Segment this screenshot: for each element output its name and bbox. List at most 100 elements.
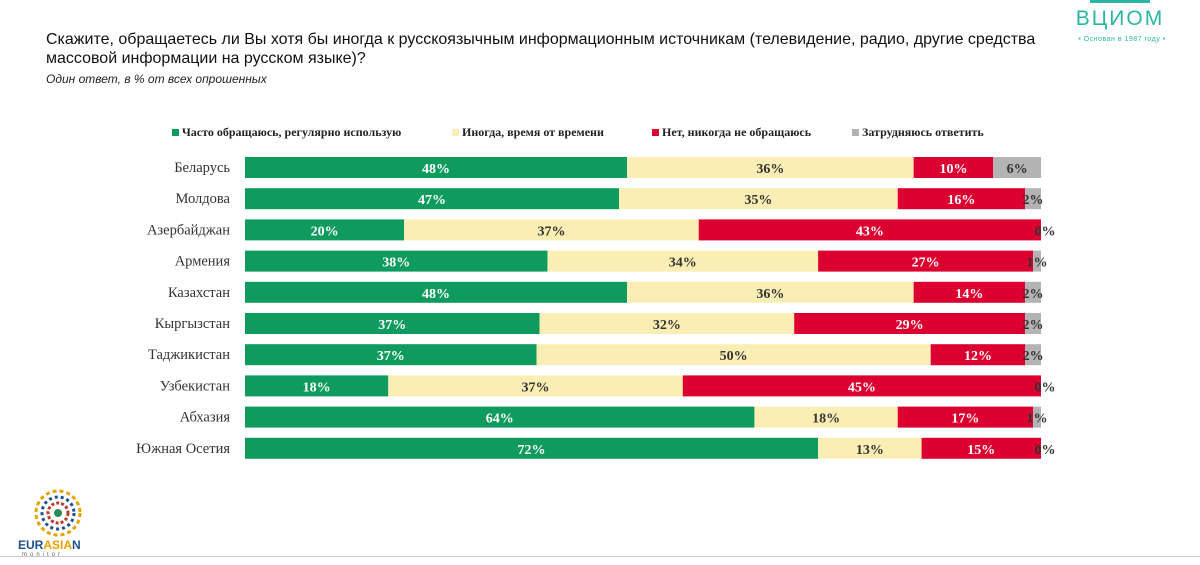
bar-segment-never xyxy=(897,188,1026,210)
eurasian-wordmark-part1: EUR xyxy=(18,538,44,552)
data-label-hard: 1% xyxy=(1027,412,1048,427)
bar-segment-sometimes xyxy=(539,313,795,334)
data-label-sometimes: 37% xyxy=(522,380,550,395)
bar-segment-hard xyxy=(1025,313,1041,334)
category-label: Молдова xyxy=(175,191,230,207)
data-label-never: 29% xyxy=(896,318,924,333)
data-label-hard: 0% xyxy=(1035,224,1056,239)
bar-segment-often xyxy=(245,188,620,210)
data-label-hard: 1% xyxy=(1027,256,1048,271)
data-label-never: 12% xyxy=(964,349,992,364)
data-label-hard: 2% xyxy=(1023,318,1044,333)
bar-segment-sometimes xyxy=(547,250,819,272)
category-label: Таджикистан xyxy=(148,347,230,363)
chart-title: Скажите, обращаетесь ли Вы хотя бы иногд… xyxy=(46,31,1036,67)
bar-segment-never xyxy=(913,281,1026,303)
data-label-often: 64% xyxy=(486,412,514,427)
bar-segment-often xyxy=(245,250,548,272)
data-label-sometimes: 36% xyxy=(756,162,784,177)
data-label-sometimes: 18% xyxy=(812,412,840,427)
category-label: Азербайджан xyxy=(147,222,230,238)
bar-segment-often xyxy=(245,157,628,178)
data-label-often: 48% xyxy=(422,287,450,302)
data-label-sometimes: 34% xyxy=(669,256,697,271)
data-label-sometimes: 36% xyxy=(756,287,784,302)
data-label-never: 27% xyxy=(912,256,940,271)
bar-segment-never xyxy=(930,344,1026,366)
category-label: Казахстан xyxy=(168,285,230,301)
data-label-never: 16% xyxy=(947,193,975,208)
data-label-often: 37% xyxy=(377,349,405,364)
stacked-bar-chart: Часто обращаюсь, регулярно использую Иног… xyxy=(136,125,1056,459)
chart-subtitle: Один ответ, в % от всех опрошенных xyxy=(46,72,267,86)
footer-divider xyxy=(0,556,1200,557)
data-label-often: 20% xyxy=(311,224,339,239)
data-label-sometimes: 13% xyxy=(856,443,884,458)
data-label-often: 48% xyxy=(422,162,450,177)
eurasian-wordmark-part2: ASIA xyxy=(43,538,73,552)
data-label-hard: 6% xyxy=(1007,162,1028,177)
bar-segment-often xyxy=(245,281,628,303)
bar-segment-sometimes xyxy=(818,437,922,459)
vciom-tagline: • Основан в 1987 году • xyxy=(1078,36,1166,43)
bar-segment-never xyxy=(794,313,1026,334)
bar-segment-sometimes xyxy=(404,219,699,241)
data-label-sometimes: 35% xyxy=(744,193,772,208)
data-label-never: 14% xyxy=(955,287,983,302)
bar-segment-hard xyxy=(1025,281,1041,303)
category-label: Армения xyxy=(175,254,231,270)
category-label: Беларусь xyxy=(174,160,230,176)
bar-segment-sometimes xyxy=(754,406,898,428)
data-label-never: 10% xyxy=(939,162,967,177)
bar-segment-often xyxy=(245,344,537,366)
eurasian-wordmark: EURASIAN xyxy=(18,538,98,552)
vciom-wordmark: ВЦИОМ xyxy=(1075,7,1165,30)
data-label-hard: 2% xyxy=(1023,287,1044,302)
data-label-often: 47% xyxy=(418,193,446,208)
category-label: Узбекистан xyxy=(160,378,231,394)
legend-label-1: Иногда, время от времени xyxy=(462,125,604,139)
bar-segment-never xyxy=(818,250,1034,272)
bar-segment-hard xyxy=(1025,188,1041,210)
bar-segment-never xyxy=(897,406,1034,428)
data-label-sometimes: 50% xyxy=(720,349,748,364)
bar-segment-hard xyxy=(993,157,1041,178)
bar-segment-sometimes xyxy=(536,344,931,366)
data-label-never: 45% xyxy=(848,380,876,395)
bar-segment-never xyxy=(913,157,994,178)
bar-segment-often xyxy=(245,406,755,428)
eurasian-subtitle: monitor xyxy=(22,552,64,558)
bar-segment-often xyxy=(245,437,819,459)
legend-label-0: Часто обращаюсь, регулярно использую xyxy=(182,125,401,139)
bar-segment-hard xyxy=(1025,344,1041,366)
bar-segment-often xyxy=(245,313,540,334)
category-label: Южная Осетия xyxy=(136,441,230,457)
legend-label-2: Нет, никогда не обращаюсь xyxy=(662,125,812,139)
bar-segment-never xyxy=(698,219,1041,241)
data-label-hard: 2% xyxy=(1023,193,1044,208)
data-label-hard: 0% xyxy=(1035,380,1056,395)
bar-segment-hard xyxy=(1033,250,1041,272)
legend-label-3: Затрудняюсь ответить xyxy=(862,125,984,139)
legend-swatch-3 xyxy=(852,129,859,136)
category-label: Кыргызстан xyxy=(155,316,230,332)
data-label-never: 15% xyxy=(967,443,995,458)
vciom-logo-mark xyxy=(1090,0,1150,3)
bar-segment-often xyxy=(245,219,405,241)
bar-segment-never xyxy=(682,375,1041,397)
legend-swatch-0 xyxy=(172,129,179,136)
data-label-often: 18% xyxy=(303,380,331,395)
eurasian-emblem-icon xyxy=(34,489,82,537)
vciom-logo: ВЦИОМ • Основан в 1987 году • xyxy=(1050,0,1200,52)
legend-swatch-1 xyxy=(452,129,459,136)
data-label-never: 43% xyxy=(856,224,884,239)
data-label-often: 38% xyxy=(382,256,410,271)
bar-segment-often xyxy=(245,375,389,397)
data-label-never: 17% xyxy=(951,412,979,427)
bar-segment-hard xyxy=(1033,406,1041,428)
bar-segment-sometimes xyxy=(627,281,914,303)
data-label-sometimes: 32% xyxy=(653,318,681,333)
bar-segment-sometimes xyxy=(627,157,914,178)
data-label-hard: 0% xyxy=(1035,443,1056,458)
data-label-often: 37% xyxy=(378,318,406,333)
